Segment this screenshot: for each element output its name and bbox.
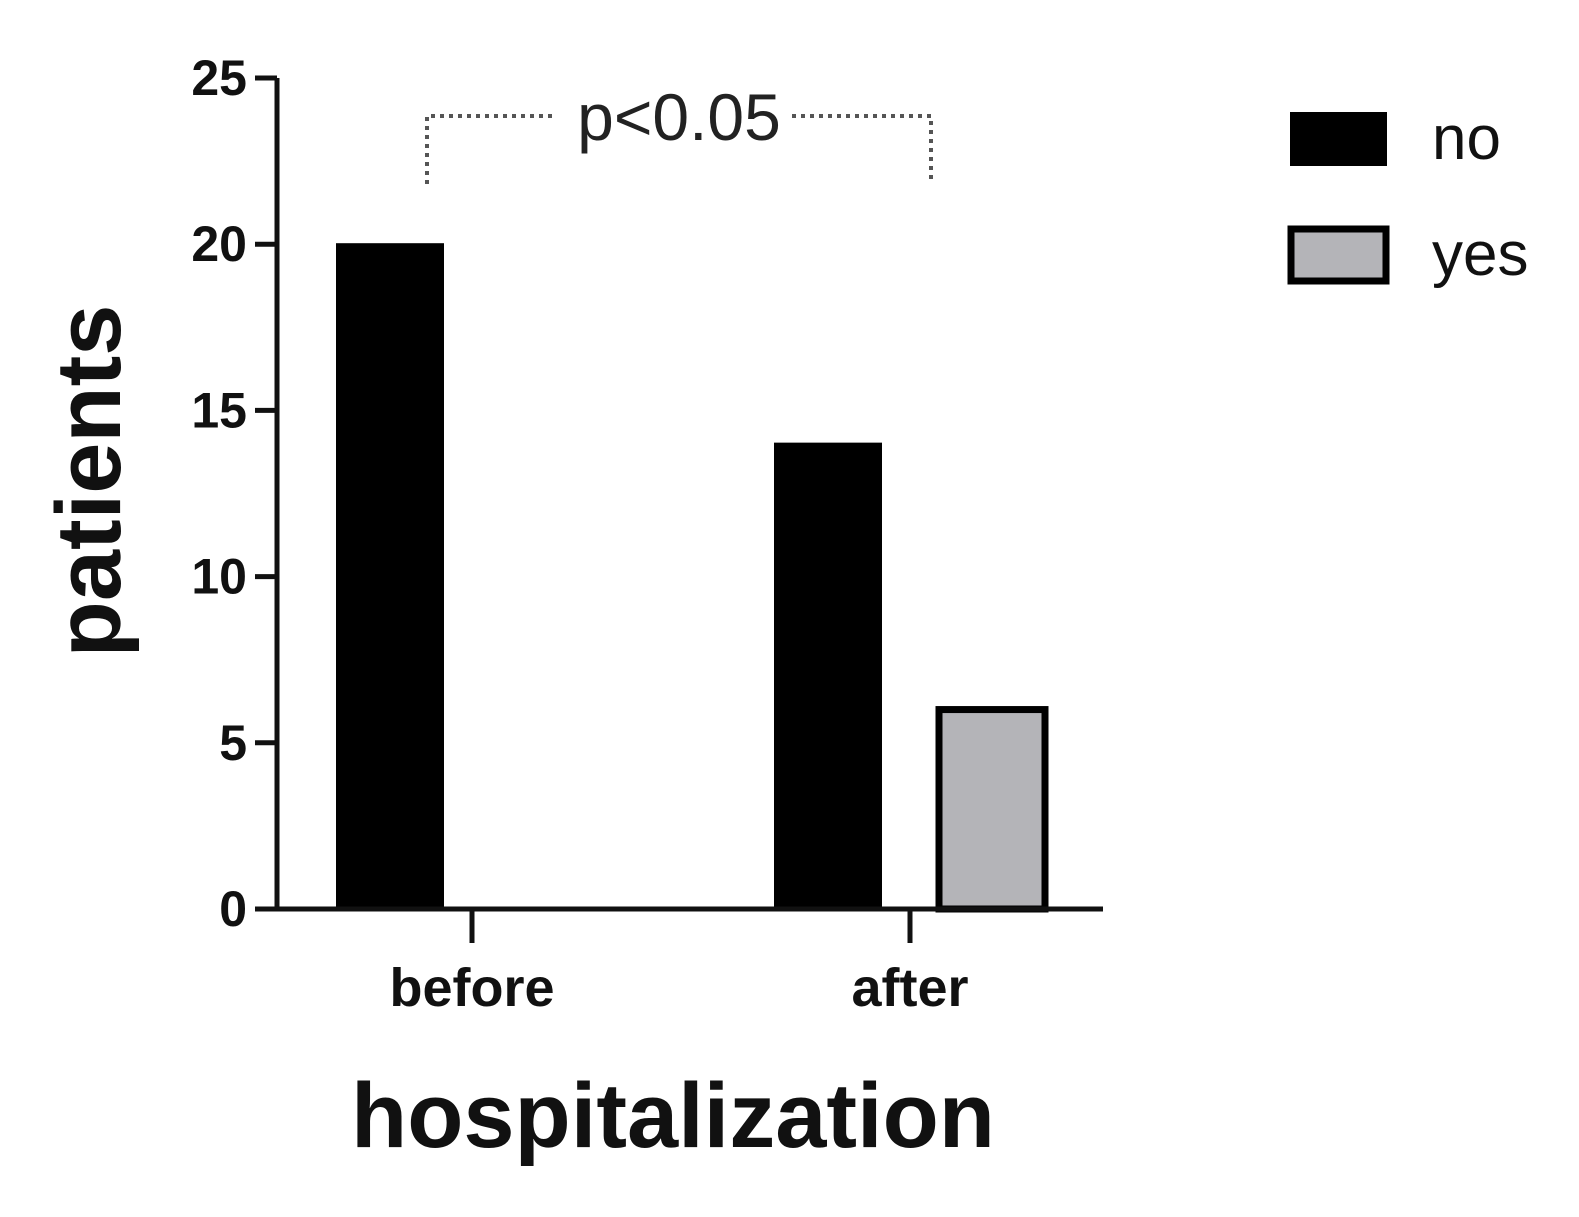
significance-label: p<0.05 bbox=[577, 80, 781, 154]
legend-label-yes: yes bbox=[1432, 220, 1528, 289]
significance-annotation: p<0.05 bbox=[425, 80, 933, 184]
axes-layer bbox=[274, 78, 1103, 912]
y-tick-label: 15 bbox=[191, 382, 247, 438]
x-ticks: before after bbox=[389, 909, 969, 1018]
significance-bracket-right bbox=[792, 114, 933, 184]
y-tick-label: 25 bbox=[191, 50, 247, 106]
x-tick-label: after bbox=[851, 958, 968, 1018]
x-axis-title: hospitalization bbox=[351, 1065, 995, 1167]
bar-no-after bbox=[774, 442, 882, 910]
y-tick-label: 10 bbox=[191, 549, 247, 605]
y-axis-title: patients bbox=[38, 305, 140, 658]
y-tick-label: 5 bbox=[219, 715, 247, 771]
y-tick-label: 20 bbox=[191, 216, 247, 272]
x-tick-label: before bbox=[389, 958, 554, 1018]
significance-bracket-left bbox=[425, 114, 556, 184]
bar-no-before bbox=[336, 243, 444, 910]
legend-swatch-no bbox=[1290, 112, 1387, 166]
bars-layer bbox=[336, 243, 1049, 913]
y-ticks: 0 5 10 15 20 25 bbox=[191, 50, 277, 937]
y-tick-label: 0 bbox=[219, 881, 247, 937]
legend-swatch-yes bbox=[1287, 225, 1390, 285]
legend: no yes bbox=[1287, 104, 1528, 289]
bar-yes-after bbox=[935, 706, 1049, 913]
legend-label-no: no bbox=[1432, 104, 1501, 173]
